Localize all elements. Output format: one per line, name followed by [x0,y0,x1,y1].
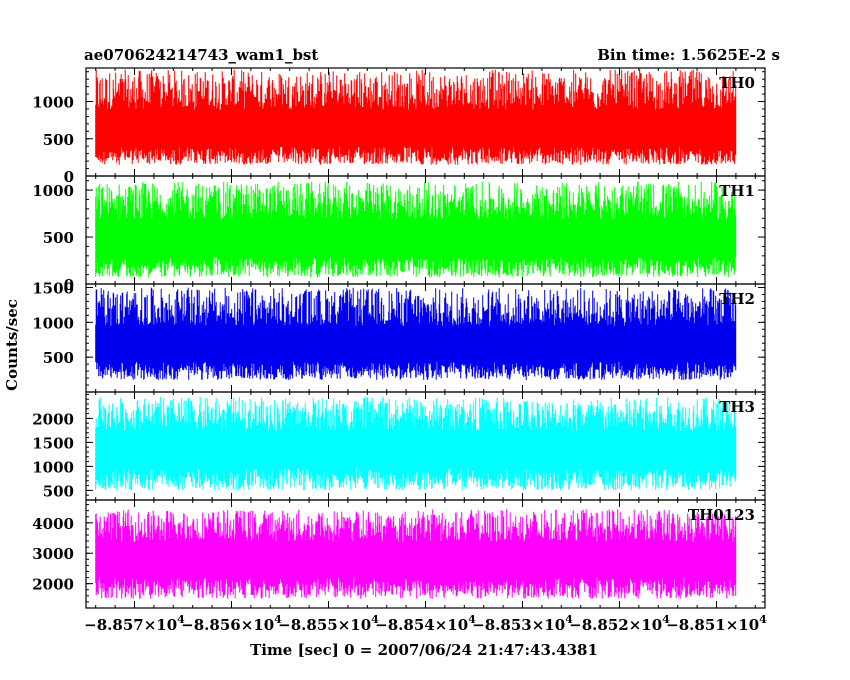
panel-th0123: 2000 3000 4000 TH0123 [32,499,766,609]
y-tick-label: 500 [43,229,74,247]
series-th0 [95,69,737,165]
y-tick-label: 4000 [32,515,74,533]
y-tick-label: 1000 [32,314,74,332]
series-th3 [95,396,737,491]
x-axis-label: Time [sec] 0 = 2007/06/24 21:47:43.4381 [250,641,598,659]
y-tick-label: 0 [64,168,74,186]
panel-label-th0: TH0 [719,74,755,92]
panels-group: 0 500 1000 TH0 0 500 1000 TH1 500 1000 1500 TH2 500 1… [32,67,766,609]
figure-title-right: Bin time: 1.5625E-2 s [597,46,780,64]
y-tick-label: 500 [43,131,74,149]
x-tick-label: −8.854×104 [375,613,476,634]
panel-label-th3: TH3 [719,398,755,416]
panel-th1: 0 500 1000 TH1 [32,175,766,294]
y-tick-label: 500 [43,482,74,500]
x-tick-label: −8.855×104 [278,613,379,634]
y-tick-label: 2000 [32,576,74,594]
panel-th0: 0 500 1000 TH0 [32,67,766,186]
panel-th2: 500 1000 1500 TH2 [32,279,766,393]
x-tick-label: −8.857×104 [84,613,185,634]
series-th2 [95,287,737,381]
x-tick-labels-group: −8.857×104−8.856×104−8.855×104−8.854×104… [84,613,767,634]
y-tick-label: 2000 [32,410,74,428]
x-tick-label: −8.852×104 [569,613,670,634]
y-tick-label: 0 [64,276,74,294]
figure-title-left: ae070624214743_wam1_bst [84,46,318,64]
panel-label-th0123: TH0123 [688,506,755,524]
x-tick-label: −8.851×104 [666,613,767,634]
panel-label-th2: TH2 [719,290,755,308]
x-tick-label: −8.853×104 [472,613,573,634]
y-tick-label: 1000 [32,182,74,200]
y-tick-label: 1000 [32,458,74,476]
y-tick-label: 1500 [32,434,74,452]
y-tick-label: 1000 [32,94,74,112]
panel-th3: 500 1000 1500 2000 TH3 [32,391,766,501]
y-tick-label: 3000 [32,545,74,563]
series-th0123 [95,509,737,599]
series-th1 [95,181,737,278]
panel-label-th1: TH1 [719,182,755,200]
y-tick-label: 500 [43,349,74,367]
y-tick-label: 1500 [32,279,74,297]
x-tick-label: −8.856×104 [181,613,282,634]
y-axis-label: Counts/sec [3,299,21,391]
